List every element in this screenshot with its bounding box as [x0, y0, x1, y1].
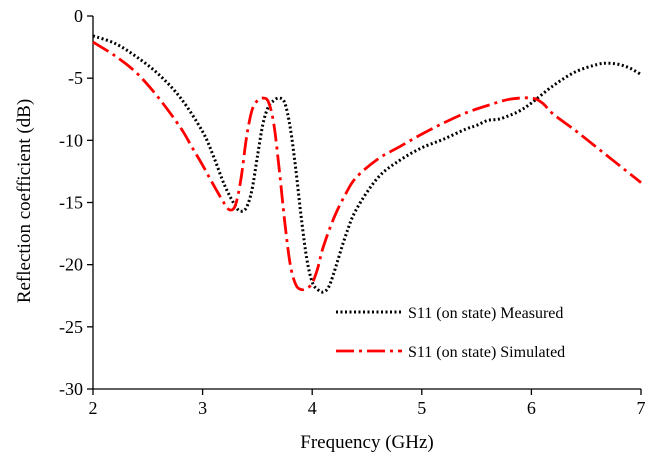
- ticks: 0 -5 -10 -15 -20 -25 -30 2 3 4 5 6 7: [59, 6, 646, 418]
- y-tick-label: 0: [74, 6, 83, 26]
- y-tick-label: -20: [59, 255, 83, 275]
- y-tick-label: -30: [59, 379, 83, 399]
- legend-label-measured: S11 (on state) Measured: [408, 305, 563, 322]
- y-tick-label: -5: [68, 68, 83, 88]
- series-line-simulated: [92, 40, 642, 292]
- y-tick-label: -25: [59, 317, 83, 337]
- x-tick-label: 5: [417, 398, 426, 418]
- y-tick-label: -15: [59, 193, 83, 213]
- x-tick-label: 6: [527, 398, 536, 418]
- legend: S11 (on state) Measured S11 (on state) S…: [336, 305, 565, 361]
- x-axis-title: Frequency (GHz): [300, 432, 433, 453]
- x-tick-label: 7: [637, 398, 646, 418]
- x-tick-label: 2: [89, 398, 98, 418]
- series-line-measured: [92, 34, 642, 294]
- axes: [92, 16, 641, 390]
- x-tick-label: 3: [198, 398, 207, 418]
- y-tick-label: -10: [59, 130, 83, 150]
- y-axis-title: Reflection coefficient (dB): [14, 99, 35, 303]
- x-tick-label: 4: [308, 398, 317, 418]
- legend-label-simulated: S11 (on state) Simulated: [408, 344, 565, 361]
- plot-area: [92, 34, 642, 294]
